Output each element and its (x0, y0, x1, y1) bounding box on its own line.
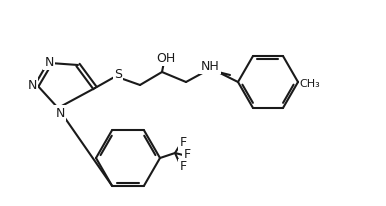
Text: N: N (27, 78, 37, 91)
Text: S: S (114, 69, 122, 82)
Text: OH: OH (156, 52, 176, 64)
Text: N: N (55, 107, 65, 119)
Text: NH: NH (201, 60, 219, 73)
Text: F: F (179, 160, 186, 173)
Text: F: F (183, 149, 191, 162)
Text: N: N (44, 55, 54, 69)
Text: F: F (179, 137, 186, 150)
Text: CH₃: CH₃ (300, 79, 320, 89)
